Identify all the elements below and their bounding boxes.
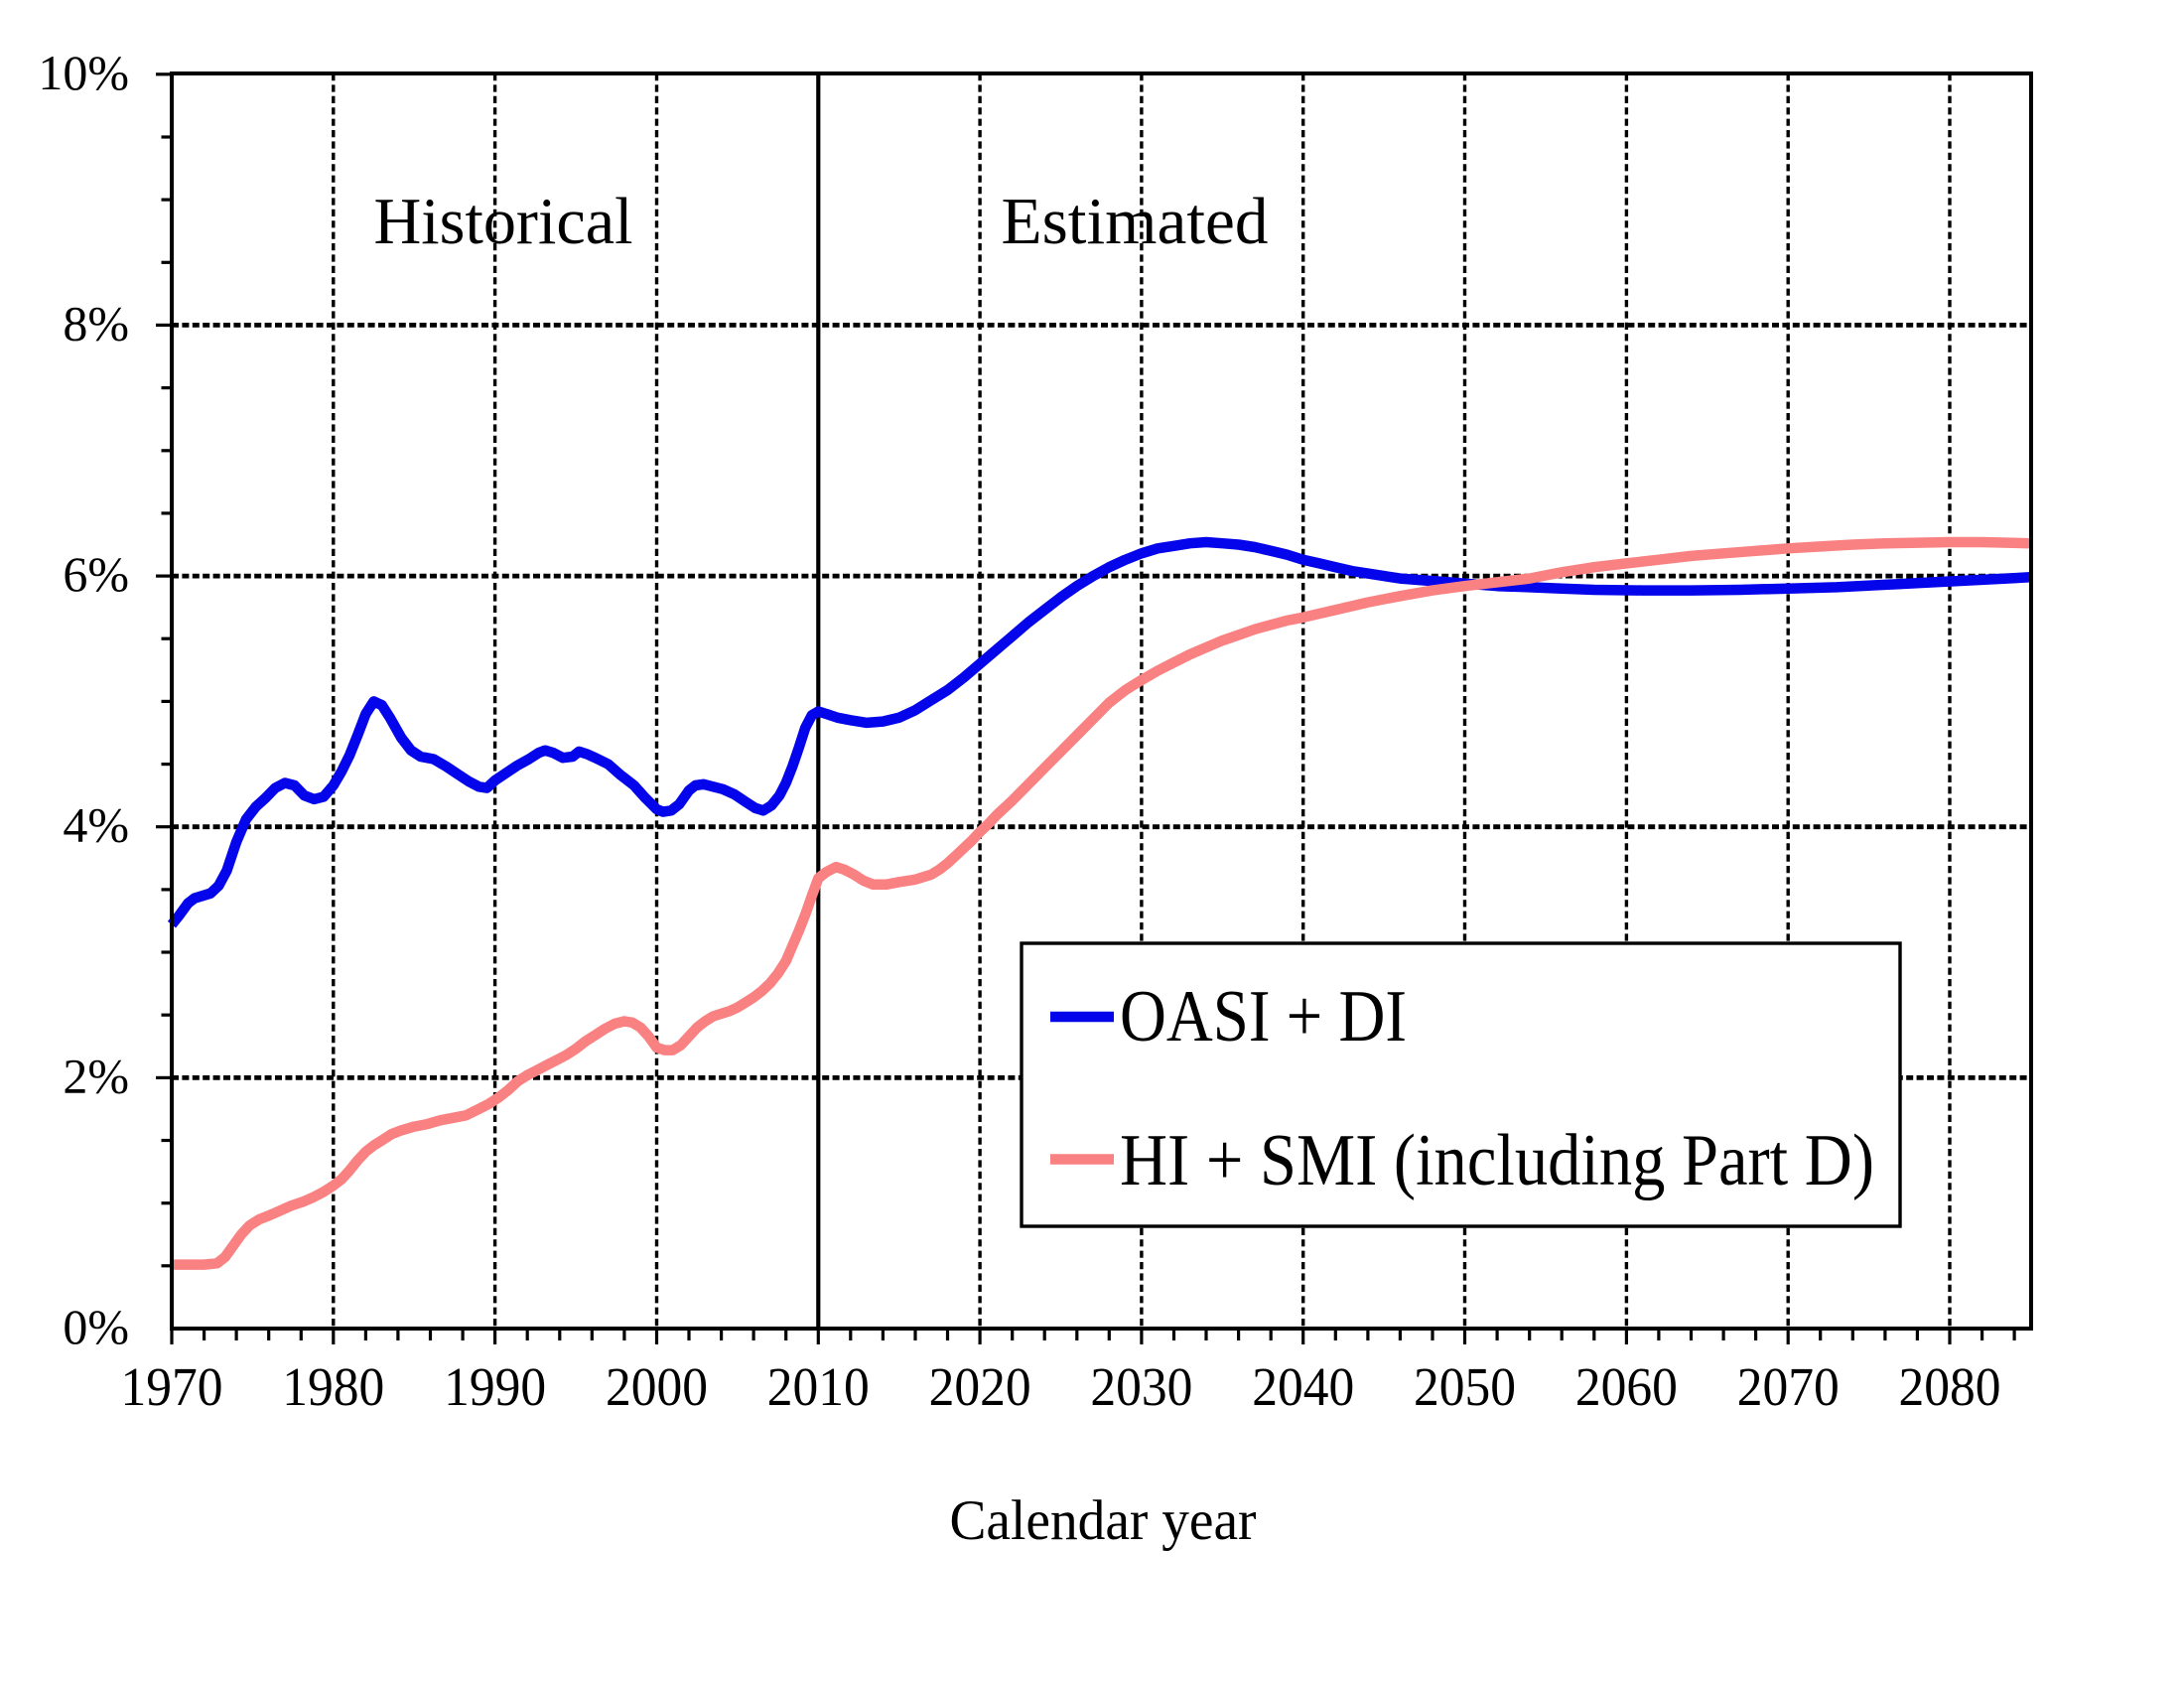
svg-text:OASI + DI: OASI + DI xyxy=(1120,976,1407,1057)
svg-text:6%: 6% xyxy=(63,546,129,602)
svg-text:4%: 4% xyxy=(63,797,129,853)
svg-text:Estimated: Estimated xyxy=(1002,185,1269,258)
svg-text:8%: 8% xyxy=(63,295,129,351)
svg-text:2080: 2080 xyxy=(1899,1356,2001,1417)
svg-text:1980: 1980 xyxy=(282,1356,384,1417)
svg-text:HI + SMI (including Part D): HI + SMI (including Part D) xyxy=(1120,1120,1874,1201)
svg-text:Calendar year: Calendar year xyxy=(950,1489,1257,1552)
svg-text:2000: 2000 xyxy=(606,1356,708,1417)
svg-text:2030: 2030 xyxy=(1090,1356,1192,1417)
svg-text:2060: 2060 xyxy=(1575,1356,1678,1417)
svg-text:2%: 2% xyxy=(63,1048,129,1103)
svg-text:1990: 1990 xyxy=(444,1356,546,1417)
svg-text:10%: 10% xyxy=(38,45,129,100)
svg-text:2070: 2070 xyxy=(1737,1356,1840,1417)
svg-text:1970: 1970 xyxy=(121,1356,223,1417)
svg-text:2020: 2020 xyxy=(929,1356,1031,1417)
svg-text:2050: 2050 xyxy=(1414,1356,1516,1417)
svg-text:2010: 2010 xyxy=(767,1356,870,1417)
svg-text:0%: 0% xyxy=(63,1299,129,1354)
svg-text:Historical: Historical xyxy=(374,185,633,258)
svg-text:2040: 2040 xyxy=(1252,1356,1354,1417)
